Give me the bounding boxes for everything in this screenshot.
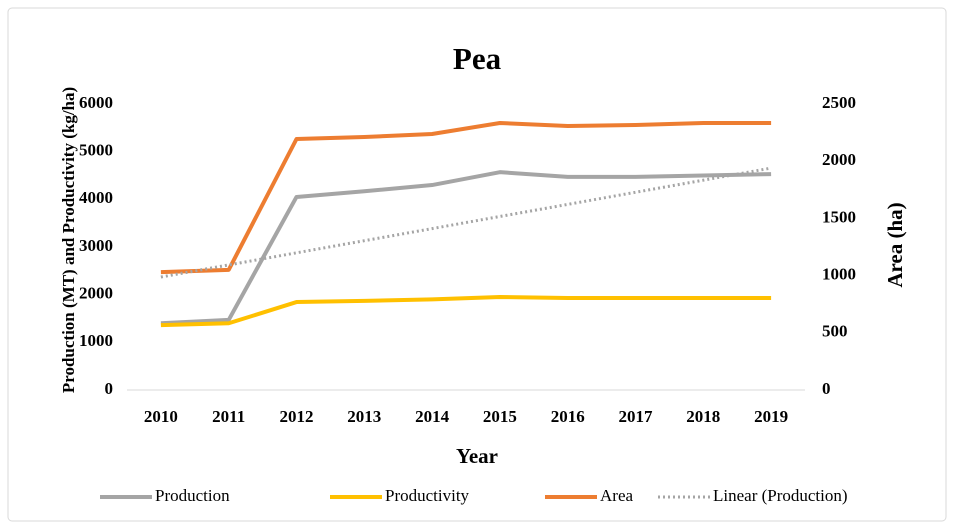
y2-tick-label: 2000 [822,150,856,169]
series-line [160,295,772,328]
trend-line [160,166,772,279]
chart-title: Pea [453,41,502,76]
x-tick-label: 2011 [212,407,245,426]
y2-axis-label: Area (ha) [883,202,907,287]
y-tick-label: 1000 [79,331,113,350]
chart-frame [7,7,947,522]
x-tick-label: 2015 [483,407,517,426]
x-tick-label: 2012 [280,407,314,426]
y2-tick-label: 1500 [822,207,856,226]
legend-label: Production [155,486,230,505]
y-tick-label: 6000 [79,93,113,112]
y-tick-label: 5000 [79,141,113,160]
y2-tick-label: 2500 [822,93,856,112]
x-tick-label: 2019 [754,407,788,426]
legend-label: Productivity [385,486,470,505]
y2-tick-label: 1000 [822,265,856,284]
y-axis-label: Production (MT) and Productivity (kg/ha) [59,87,78,393]
y-tick-label: 4000 [79,188,113,207]
y2-tick-label: 500 [822,322,848,341]
series-line [160,120,772,275]
x-tick-label: 2014 [415,407,450,426]
y-tick-label: 0 [105,379,114,398]
series-line [160,170,772,326]
x-tick-label: 2010 [144,407,178,426]
y-tick-label: 2000 [79,284,113,303]
y-tick-label: 3000 [79,236,113,255]
x-tick-label: 2013 [347,407,381,426]
legend-label: Linear (Production) [713,486,848,505]
legend-label: Area [600,486,633,505]
x-tick-label: 2016 [551,407,585,426]
x-tick-label: 2018 [686,407,720,426]
x-tick-label: 2017 [619,407,654,426]
y2-tick-label: 0 [822,379,831,398]
x-axis-label: Year [456,444,498,468]
